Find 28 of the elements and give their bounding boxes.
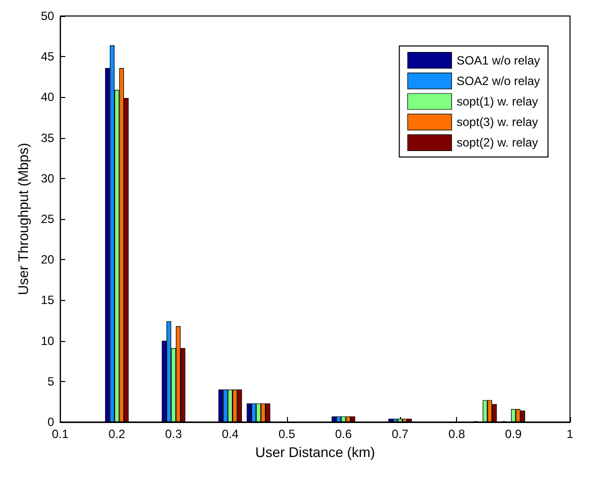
x-tick-label: 0.2 xyxy=(108,427,126,441)
x-tick-label: 0.4 xyxy=(222,427,239,441)
y-tick-label: 20 xyxy=(40,252,55,267)
x-tick-label: 1 xyxy=(566,427,574,441)
y-tick-label: 40 xyxy=(40,90,55,104)
legend-label: sopt(3) w. relay xyxy=(456,115,538,130)
x-tick-label: 0.5 xyxy=(278,427,296,441)
y-tick-label: 25 xyxy=(40,212,55,226)
x-tick-label: 0.8 xyxy=(448,427,466,441)
y-tick-label: 0 xyxy=(48,415,55,429)
y-tick-label: 5 xyxy=(48,374,55,388)
y-tick-label: 15 xyxy=(40,293,55,308)
legend-label: SOA1 w/o relay xyxy=(456,53,540,68)
legend-label: sopt(1) w. relay xyxy=(456,94,538,108)
y-tick-label: 10 xyxy=(40,334,55,348)
x-tick-label: 0.3 xyxy=(165,427,182,441)
y-tick-label: 45 xyxy=(40,50,55,64)
y-axis-title: User Throughput (Mbps) xyxy=(15,142,31,296)
legend-label: sopt(2) w. relay xyxy=(456,136,538,150)
x-tick-label: 0.1 xyxy=(52,427,69,441)
y-tick-label: 35 xyxy=(40,130,55,145)
y-tick-label: 30 xyxy=(40,171,55,186)
legend-label: SOA2 w/o relay xyxy=(456,74,540,88)
x-tick-label: 0.6 xyxy=(335,427,352,441)
x-tick-label: 0.9 xyxy=(505,427,522,441)
x-tick-label: 0.7 xyxy=(392,427,409,441)
y-tick-label: 50 xyxy=(40,9,55,23)
x-axis-title: User Distance (km) xyxy=(255,444,376,460)
